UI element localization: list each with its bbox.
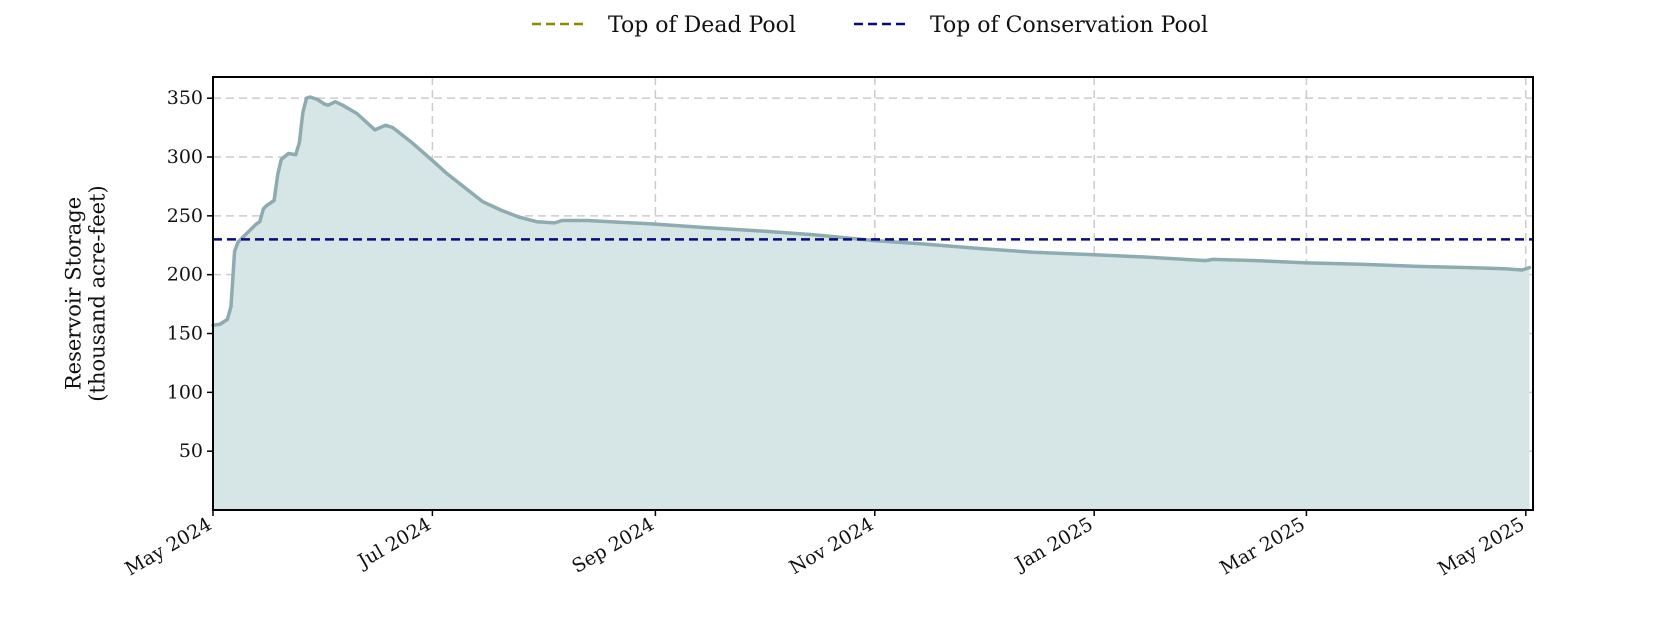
y-tick-label: 300 — [167, 146, 203, 168]
y-axis-label-line: Reservoir Storage — [62, 197, 86, 390]
x-tick-label: Jul 2024 — [353, 513, 435, 573]
series-layer — [211, 95, 1533, 510]
storage-line — [211, 95, 1532, 328]
legend-label-1: Top of Conservation Pool — [930, 13, 1208, 38]
x-tick-label: Mar 2025 — [1216, 513, 1309, 579]
legend: Top of Dead Pool Top of Conservation Pool — [532, 13, 1208, 38]
y-tick-label: 200 — [167, 264, 203, 286]
y-tick-label: 150 — [167, 323, 203, 345]
x-tick-label: May 2024 — [121, 513, 215, 580]
y-tick-label: 50 — [179, 440, 203, 462]
x-tick-label: Nov 2024 — [786, 513, 878, 579]
y-axis-label: Reservoir Storage(thousand acre-feet) — [62, 185, 110, 401]
y-tick-label: 100 — [167, 381, 203, 403]
plot-frame — [212, 76, 1534, 511]
y-tick-label: 250 — [167, 205, 203, 227]
x-tick-label: Sep 2024 — [568, 513, 658, 577]
x-tick-label: Jan 2025 — [1010, 513, 1097, 576]
y-tick-label: 350 — [167, 87, 203, 109]
x-tick-label: May 2025 — [1434, 513, 1528, 580]
storage-area — [213, 97, 1530, 510]
y-axis-label-line: (thousand acre-feet) — [86, 185, 110, 401]
legend-label-0: Top of Dead Pool — [608, 13, 796, 38]
